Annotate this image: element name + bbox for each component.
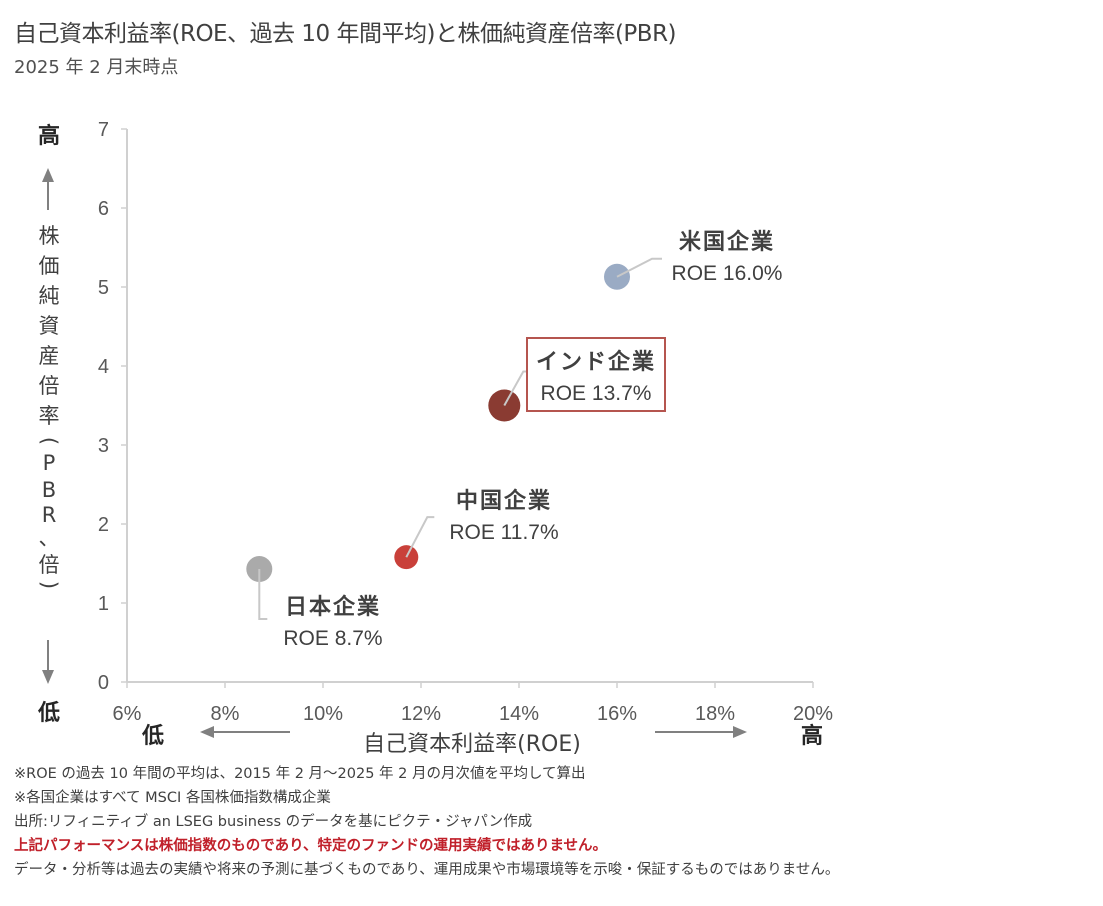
x-axis-label-group: 低 自己資本利益率(ROE) 高 — [141, 723, 823, 757]
axes: 0 1 2 3 4 5 6 7 6% 8% 10% 12% 14% 16% 18% 20% — [98, 119, 833, 725]
x-tick-label: 6% — [113, 703, 142, 725]
y-axis-label-char: 純 — [39, 284, 60, 308]
y-tick-label: 3 — [98, 435, 109, 457]
x-tick-label: 10% — [303, 703, 343, 725]
footnotes: ※ROE の過去 10 年間の平均は、2015 年 2 月～2025 年 2 月… — [14, 762, 839, 882]
y-low-label: 低 — [37, 701, 60, 726]
leader-line — [616, 257, 662, 278]
y-tick-label: 1 — [98, 593, 109, 615]
y-axis-label-char: ) — [37, 581, 61, 589]
y-axis-label-char: 倍 — [39, 553, 60, 577]
point-value-label: ROE 16.0% — [672, 262, 783, 285]
footnote-disclaimer-emphasis: 上記パフォーマンスは株価指数のものであり、特定のファンドの運用実績ではありません… — [14, 838, 608, 854]
point-name-label: 米国企業 — [679, 229, 775, 255]
x-tick-label: 8% — [211, 703, 240, 725]
arrow-left-icon — [200, 726, 214, 738]
x-tick-label: 16% — [597, 703, 637, 725]
y-tick-label: 4 — [98, 356, 109, 378]
leader-line — [405, 516, 435, 558]
data-points: 米国企業 ROE 16.0% インド企業 ROE 13.7% 中国企業 ROE 11.7%… — [246, 229, 782, 650]
y-axis-label-char: 産 — [39, 344, 60, 368]
data-point-group: 中国企業 ROE 11.7% — [394, 488, 559, 570]
arrow-right-icon — [733, 726, 747, 738]
x-tick-label: 12% — [401, 703, 441, 725]
footnote-disclaimer: データ・分析等は過去の実績や将来の予測に基づくものであり、運用成果や市場環境等を… — [14, 862, 840, 878]
x-low-label: 低 — [141, 724, 164, 749]
point-value-label: ROE 8.7% — [283, 627, 382, 650]
data-point-group: 日本企業 ROE 8.7% — [246, 556, 383, 650]
data-point-group: 米国企業 ROE 16.0% — [604, 229, 782, 290]
y-axis-label-char: 資 — [39, 314, 60, 338]
highlight-box — [526, 337, 666, 412]
point-value-label: ROE 13.7% — [541, 382, 652, 405]
footnote-source: 出所:リフィニティブ an LSEG business のデータを基にピクテ・ジ… — [14, 814, 533, 830]
chart-subtitle: 2025 年 2 月末時点 — [14, 57, 179, 78]
y-tick-label: 7 — [98, 119, 109, 141]
y-axis-label-char: ( — [37, 437, 61, 445]
y-axis-label-char: 価 — [39, 254, 60, 278]
y-tick-label: 6 — [98, 198, 109, 220]
y-axis-label-char: P — [43, 451, 56, 475]
x-high-label: 高 — [801, 723, 823, 749]
y-tick-label: 5 — [98, 277, 109, 299]
y-axis-label-char: 、 — [39, 526, 60, 550]
point-name-label: インド企業 — [536, 349, 656, 375]
y-axis-label-char: R — [42, 503, 57, 527]
leader-line — [258, 569, 268, 621]
y-high-label: 高 — [38, 123, 60, 149]
chart-title: 自己資本利益率(ROE、過去 10 年間平均)と株価純資産倍率(PBR) — [14, 21, 677, 47]
x-tick-label: 20% — [793, 703, 833, 725]
y-axis-label-char: 率 — [39, 404, 60, 428]
footnote: ※各国企業はすべて MSCI 各国株価指数構成企業 — [14, 790, 331, 806]
y-axis-label-char: B — [42, 478, 56, 502]
y-axis-label-char: 株 — [39, 224, 60, 248]
x-axis-label: 自己資本利益率(ROE) — [363, 732, 581, 757]
point-value-label: ROE 11.7% — [449, 521, 558, 544]
point-name-label: 中国企業 — [456, 488, 552, 514]
y-tick-label: 2 — [98, 514, 109, 536]
y-axis-label-char: 倍 — [39, 374, 60, 398]
x-tick-label: 18% — [695, 703, 735, 725]
arrow-up-icon — [42, 168, 54, 182]
footnote: ※ROE の過去 10 年間の平均は、2015 年 2 月～2025 年 2 月… — [14, 766, 586, 782]
y-tick-label: 0 — [98, 672, 109, 694]
arrow-down-icon — [42, 670, 54, 684]
x-tick-label: 14% — [499, 703, 539, 725]
data-point-group: インド企業 ROE 13.7% — [488, 337, 666, 422]
point-name-label: 日本企業 — [285, 594, 381, 620]
